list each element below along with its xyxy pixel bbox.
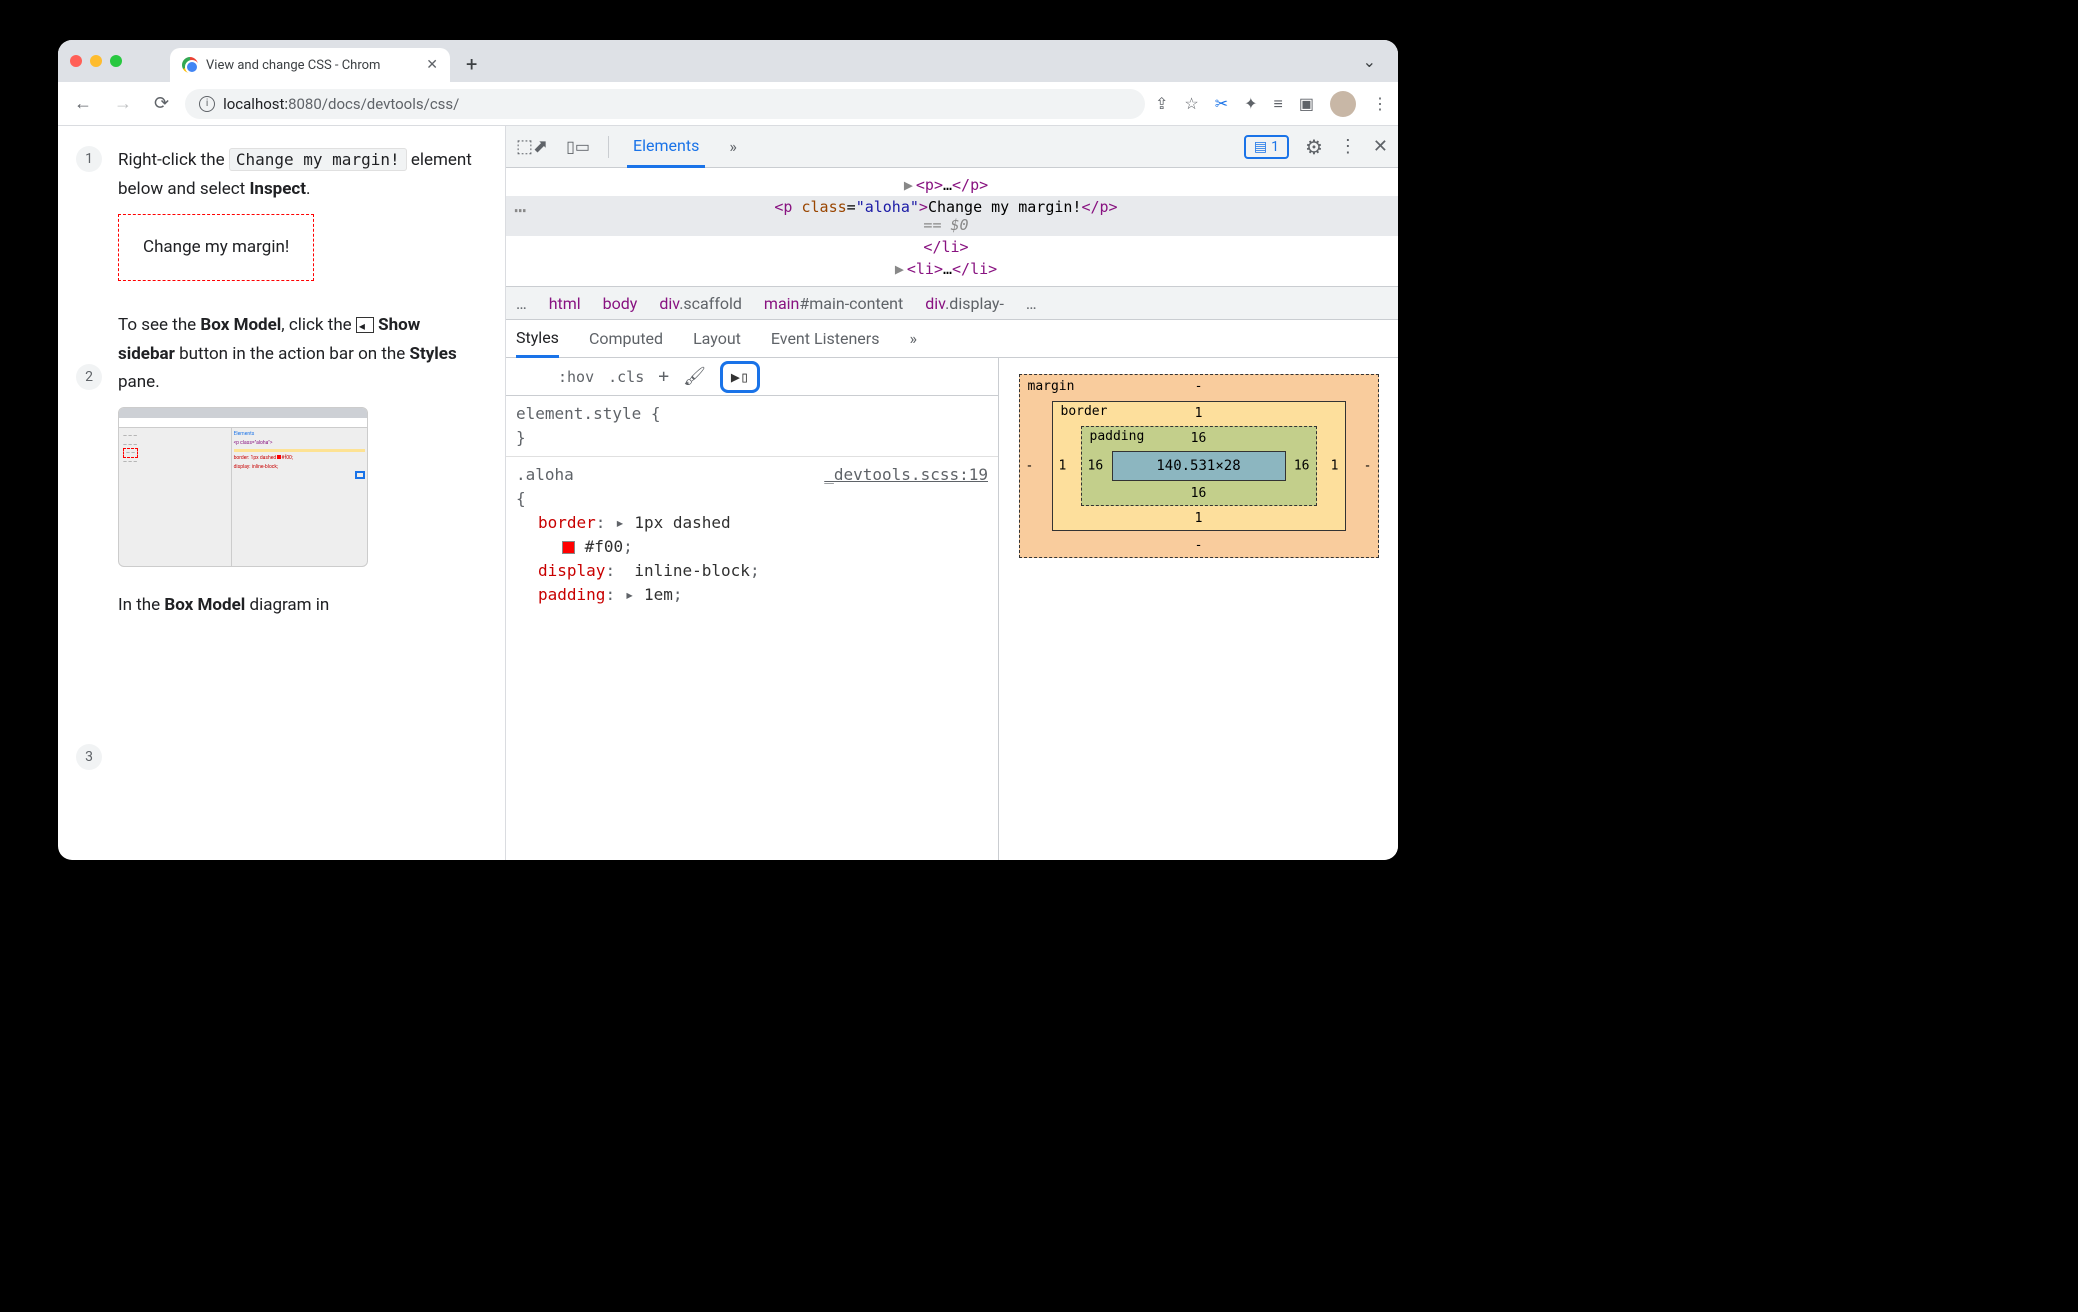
chrome-icon [182,57,198,73]
new-style-rule-button[interactable]: + [658,366,669,387]
back-button[interactable]: ← [68,89,98,118]
step-3: 3 In the Box Model diagram in [118,591,475,620]
step-number: 3 [76,744,102,770]
source-link[interactable]: _devtools.scss:19 [824,463,988,487]
step-body: To see the Box Model, click the Show sid… [118,311,475,568]
bm-margin[interactable]: margin - - - - border 1 1 1 1 [1019,374,1379,558]
tabs-chevron-icon[interactable]: ⌄ [1363,52,1376,71]
devtools-tabbar: ⬚⬈ ▯▭ Elements » ▤ 1 ⚙ ⋮ ✕ [506,126,1398,168]
step-1: 1 Right-click the Change my margin! elem… [118,146,475,281]
subtabs: Styles Computed Layout Event Listeners » [506,320,1398,358]
minimize-window-icon[interactable] [90,55,102,67]
close-devtools-icon[interactable]: ✕ [1373,136,1388,157]
close-window-icon[interactable] [70,55,82,67]
change-margin-demo[interactable]: Change my margin! [118,214,314,281]
subtab-styles[interactable]: Styles [516,320,559,358]
main-area: 1 Right-click the Change my margin! elem… [58,126,1398,860]
titlebar: View and change CSS - Chrom ✕ + ⌄ [58,40,1398,82]
devtools-panel: ⬚⬈ ▯▭ Elements » ▤ 1 ⚙ ⋮ ✕ ▶<p>…</p> ⋯ [506,126,1398,860]
browser-tab[interactable]: View and change CSS - Chrom ✕ [170,48,450,82]
step-number: 2 [76,364,102,390]
browser-window: View and change CSS - Chrom ✕ + ⌄ ← → ⟳ … [58,40,1398,860]
crumb-item[interactable]: body [603,294,638,313]
extensions-icon[interactable]: ✦ [1244,94,1257,113]
inspect-icon[interactable]: ⬚⬈ [516,136,548,157]
tab-more[interactable]: » [723,127,743,166]
reload-button[interactable]: ⟳ [148,89,175,118]
new-tab-button[interactable]: + [466,52,477,76]
bm-content[interactable]: 140.531×28 [1112,451,1286,481]
traffic-lights [70,55,122,67]
url-bar: ← → ⟳ i localhost:8080/docs/devtools/css… [58,82,1398,126]
styles-left: :hov .cls + 🖌 ▶▯ element.style { } [506,358,998,860]
css-rules[interactable]: element.style { } .aloha _devtools.scss:… [506,396,998,619]
dom-line[interactable]: ▶<li>…</li> [506,258,1398,280]
tab-elements[interactable]: Elements [627,126,705,168]
subtab-layout[interactable]: Layout [693,321,741,356]
url-host: localhost:8080/docs/devtools/css/ [223,95,459,113]
separator [608,136,609,158]
avatar[interactable] [1330,91,1356,117]
gear-icon[interactable]: ⚙ [1305,135,1323,159]
kebab-menu-icon[interactable]: ⋮ [1372,94,1388,113]
show-sidebar-icon [356,317,374,333]
bookmark-icon[interactable]: ☆ [1184,94,1198,113]
box-model[interactable]: margin - - - - border 1 1 1 1 [1019,374,1379,558]
bm-padding[interactable]: padding 16 16 16 16 140.531×28 [1081,426,1317,506]
subtab-event-listeners[interactable]: Event Listeners [771,321,880,356]
device-toggle-icon[interactable]: ▯▭ [566,137,590,156]
bm-border[interactable]: border 1 1 1 1 padding 16 16 [1052,401,1346,531]
crumb-item[interactable]: div.scaffold [659,294,742,313]
subtab-more[interactable]: » [909,321,917,356]
page-content: 1 Right-click the Change my margin! elem… [58,126,506,860]
paint-icon[interactable]: 🖌 [683,366,706,387]
step-number: 1 [76,146,102,172]
side-panel-icon[interactable]: ▣ [1299,94,1314,113]
code-inline: Change my margin! [229,148,407,171]
step-body: Right-click the Change my margin! elemen… [118,146,475,281]
highlight-icon[interactable]: ⋯ [514,198,526,222]
maximize-window-icon[interactable] [110,55,122,67]
tab-close-icon[interactable]: ✕ [426,57,438,73]
dom-line-selected[interactable]: ⋯ <p class="aloha">Change my margin!</p>… [506,196,1398,236]
subtab-computed[interactable]: Computed [589,321,663,356]
dom-tree[interactable]: ▶<p>…</p> ⋯ <p class="aloha">Change my m… [506,168,1398,286]
share-icon[interactable]: ⇪ [1155,94,1168,113]
rule-element-style[interactable]: element.style { } [516,402,988,450]
box-model-pane: margin - - - - border 1 1 1 1 [998,358,1398,860]
step-2: 2 To see the Box Model, click the Show s… [118,311,475,568]
toolbar-right: ⇪ ☆ ✂ ✦ ≡ ▣ ⋮ [1155,91,1388,117]
dom-line[interactable]: ▶<p>…</p> [506,174,1398,196]
dom-breadcrumb[interactable]: … html body div.scaffold main#main-conte… [506,286,1398,320]
issues-badge[interactable]: ▤ 1 [1244,135,1289,159]
scissors-icon[interactable]: ✂ [1215,94,1228,113]
reading-list-icon[interactable]: ≡ [1274,94,1283,114]
rule-aloha[interactable]: .aloha _devtools.scss:19 { border: ▸ 1px… [506,456,998,607]
dom-line[interactable]: </li> [506,236,1398,258]
step-body: In the Box Model diagram in [118,591,329,620]
styles-toolbar: :hov .cls + 🖌 ▶▯ [506,358,998,396]
show-sidebar-button[interactable]: ▶▯ [720,361,760,393]
kebab-icon[interactable]: ⋮ [1339,136,1357,157]
color-swatch[interactable] [562,541,575,554]
cls-toggle[interactable]: .cls [608,368,644,386]
crumb-dots[interactable]: … [1026,294,1037,313]
styles-subpanels: Styles Computed Layout Event Listeners »… [506,320,1398,860]
site-info-icon[interactable]: i [199,96,215,112]
forward-button[interactable]: → [108,89,138,118]
hover-toggle[interactable]: :hov [558,368,594,386]
screenshot-thumbnail: — — —— — —— —— — — Elements <p class="al… [118,407,368,567]
styles-row: :hov .cls + 🖌 ▶▯ element.style { } [506,358,1398,860]
crumb-item[interactable]: main#main-content [764,294,903,313]
address-field[interactable]: i localhost:8080/docs/devtools/css/ [185,89,1145,119]
crumb-item[interactable]: html [549,294,581,313]
crumb-dots[interactable]: … [516,294,527,313]
crumb-item[interactable]: div.display- [925,294,1004,313]
tab-title: View and change CSS - Chrom [206,58,380,73]
